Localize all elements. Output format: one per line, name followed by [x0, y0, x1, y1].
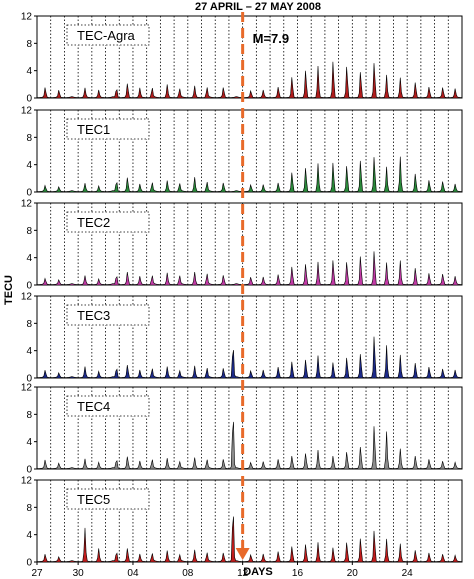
x-tick-label: 04 — [127, 568, 139, 579]
panel-3: 0 4 8 12 TEC2 — [21, 199, 463, 292]
y-tick-label: 0 — [26, 374, 32, 385]
series-area — [36, 336, 463, 379]
series-label: TEC2 — [77, 215, 110, 230]
y-tick-label: 12 — [21, 383, 33, 394]
y-tick-label: 12 — [21, 292, 33, 303]
x-tick-label: 24 — [402, 568, 414, 579]
y-tick-label: 0 — [26, 94, 32, 105]
y-tick-label: 0 — [26, 188, 32, 199]
x-tick-label: 08 — [182, 568, 194, 579]
x-axis-label: DAYS — [243, 566, 273, 578]
series-label-box — [66, 304, 150, 326]
x-tick-label: 27 — [31, 568, 43, 579]
y-tick-label: 8 — [26, 503, 32, 514]
y-tick-label: 4 — [26, 437, 32, 448]
x-tick-label: 20 — [347, 568, 359, 579]
y-axis-label: TECU — [3, 275, 15, 305]
y-tick-label: 0 — [26, 465, 32, 476]
y-tick-label: 8 — [26, 226, 32, 237]
series-area — [36, 516, 463, 563]
series-area — [36, 251, 463, 286]
series-label: TEC3 — [77, 308, 110, 323]
magnitude-label: M=7.9 — [253, 31, 289, 46]
series-area — [36, 421, 463, 470]
panel-5: 0 4 8 12 TEC4 — [21, 383, 463, 476]
x-tick-label: 12 — [237, 568, 249, 579]
y-tick-label: 0 — [26, 558, 32, 569]
y-tick-label: 4 — [26, 160, 32, 171]
chart-title: 27 APRIL – 27 MAY 2008 — [195, 1, 321, 13]
y-tick-label: 4 — [26, 346, 32, 357]
y-tick-label: 8 — [26, 39, 32, 50]
panel-2: 0 4 8 12 TEC1 — [21, 106, 463, 199]
series-label: TEC1 — [77, 122, 110, 137]
y-tick-label: 8 — [26, 133, 32, 144]
series-label-box — [66, 211, 150, 233]
series-label-box — [66, 24, 150, 46]
x-tick-label: 30 — [73, 568, 85, 579]
y-tick-label: 8 — [26, 410, 32, 421]
series-label-box — [66, 488, 150, 510]
series-label-box — [66, 395, 150, 417]
series-label: TEC5 — [77, 492, 110, 507]
panel-4: 0 4 8 12 TEC3 — [21, 292, 463, 385]
earthquake-arrowhead — [235, 548, 250, 560]
series-area — [36, 156, 463, 193]
series-label: TEC-Agra — [77, 28, 136, 43]
y-tick-label: 12 — [21, 106, 33, 117]
x-tick-label: 16 — [292, 568, 304, 579]
y-tick-label: 4 — [26, 530, 32, 541]
y-tick-label: 12 — [21, 12, 33, 23]
y-tick-label: 12 — [21, 199, 33, 210]
series-area — [36, 61, 463, 99]
series-label: TEC4 — [77, 399, 110, 414]
y-tick-label: 0 — [26, 281, 32, 292]
y-tick-label: 4 — [26, 66, 32, 77]
series-label-box — [66, 118, 150, 140]
y-tick-label: 12 — [21, 476, 33, 487]
panel-1: 0 4 8 12 TEC-Agra — [21, 12, 463, 105]
y-tick-label: 4 — [26, 253, 32, 264]
y-tick-label: 8 — [26, 319, 32, 330]
